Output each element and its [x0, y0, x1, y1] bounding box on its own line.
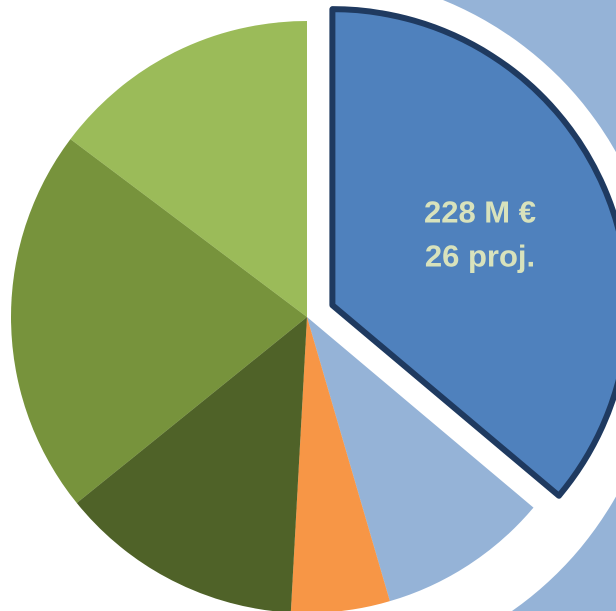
slice — [307, 317, 534, 602]
pie — [11, 1, 616, 611]
slice — [70, 21, 307, 317]
slice — [11, 139, 308, 504]
slice — [329, 6, 616, 499]
slice — [76, 317, 307, 611]
background-shape — [443, 0, 616, 611]
labels: 228 M € 26 proj. — [424, 195, 536, 274]
slice — [290, 317, 390, 611]
value-label: 228 M € — [424, 195, 536, 230]
project-label: 26 proj. — [425, 239, 535, 274]
